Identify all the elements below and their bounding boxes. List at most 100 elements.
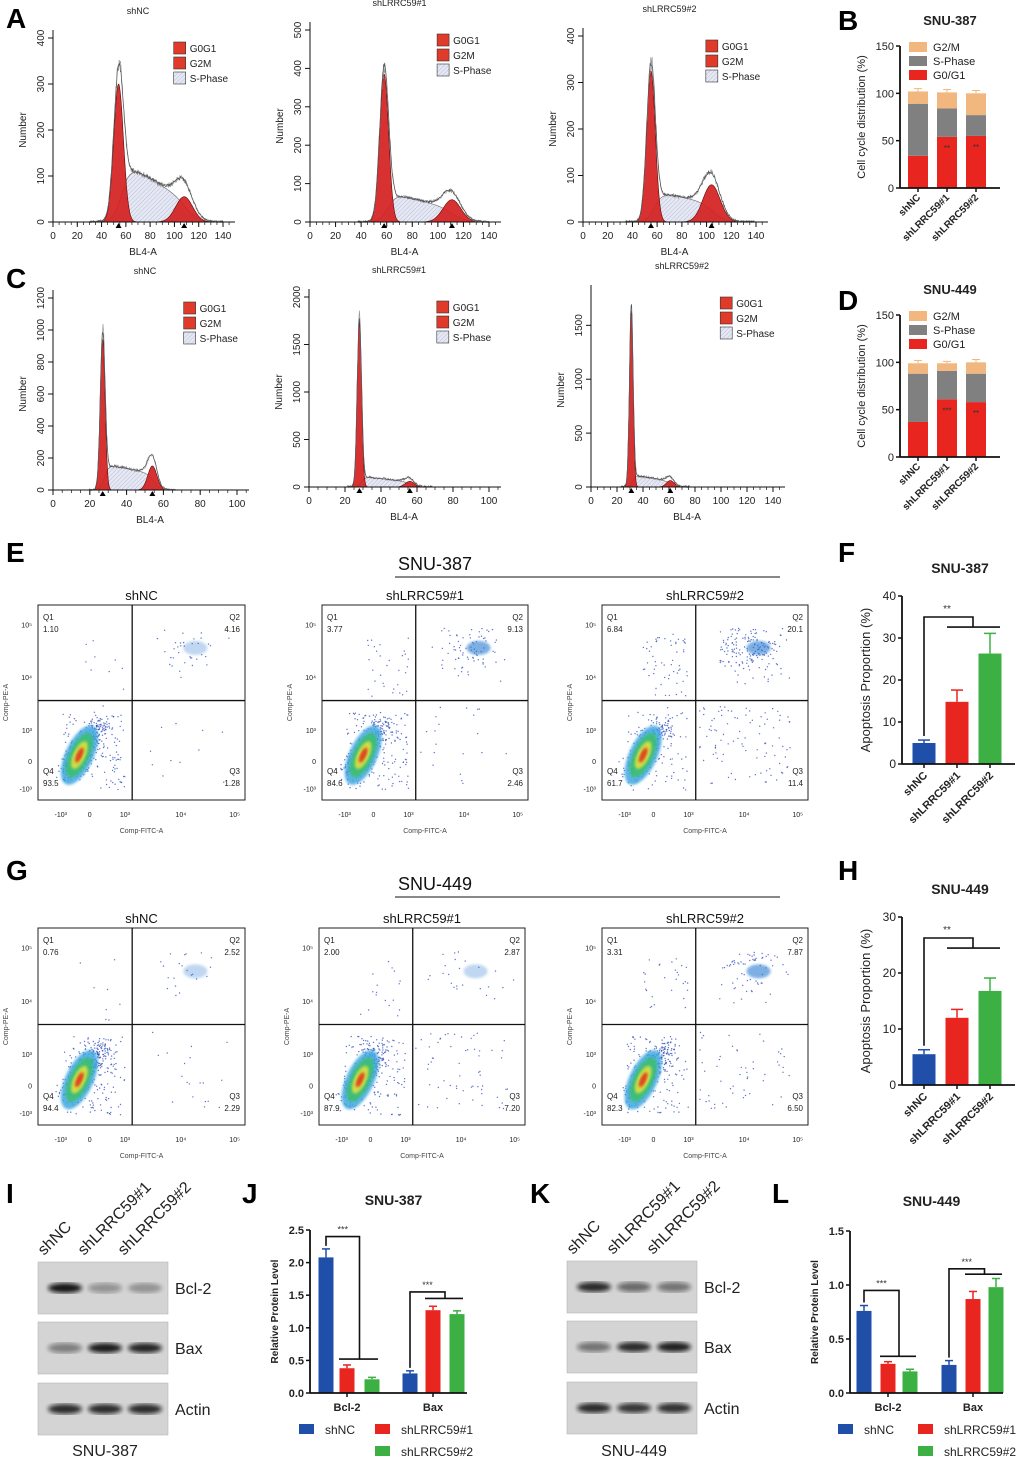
event-dot [443, 1080, 445, 1082]
event-dot [383, 732, 385, 735]
event-dot [100, 723, 102, 725]
event-dot [687, 1106, 689, 1108]
event-dot [630, 1042, 632, 1045]
x-tick-label: 60 [652, 231, 664, 242]
event-dot [494, 970, 497, 972]
event-dot [179, 761, 181, 763]
event-dot [627, 731, 630, 733]
event-dot [458, 647, 461, 649]
event-dot [92, 1040, 95, 1043]
y-tick-label: 10³ [586, 1052, 597, 1059]
event-dot [107, 1039, 110, 1041]
event-dot [505, 1088, 507, 1091]
event-dot [670, 745, 672, 747]
event-dot [400, 733, 403, 735]
y-tick-label: 10⁴ [21, 999, 32, 1006]
event-dot [719, 659, 721, 662]
event-dot [755, 980, 757, 982]
event-dot [75, 1113, 77, 1115]
event-dot [181, 965, 183, 967]
event-dot [746, 979, 749, 982]
cell-line-label: SNU-387 [72, 1443, 138, 1460]
event-dot [627, 741, 629, 743]
event-dot [663, 1046, 665, 1049]
event-dot [58, 1092, 61, 1095]
event-dot [381, 1064, 383, 1067]
event-dot [661, 725, 663, 727]
event-dot [456, 635, 458, 637]
event-dot [91, 1106, 94, 1109]
event-dot [681, 1074, 683, 1077]
event-dot [649, 713, 651, 716]
quadrant-Q2-value: 4.16 [224, 625, 240, 634]
section-title-G: SNU-449 [398, 874, 472, 894]
event-dot [96, 1044, 99, 1047]
event-dot [117, 716, 119, 718]
event-dot [708, 728, 710, 731]
event-dot [456, 988, 458, 990]
y-tick-label: 0 [309, 1084, 313, 1091]
event-dot [741, 743, 743, 745]
density-contour [463, 964, 488, 979]
event-dot [111, 1072, 113, 1074]
event-dot [757, 983, 759, 985]
event-dot [108, 786, 111, 789]
event-dot [391, 731, 394, 733]
quadrant-Q1-value: 3.77 [327, 625, 343, 634]
event-dot [96, 1047, 98, 1049]
event-dot [114, 783, 116, 785]
event-dot [107, 1097, 110, 1100]
event-dot [384, 788, 387, 790]
event-dot [104, 733, 107, 735]
event-dot [664, 731, 666, 733]
event-dot [404, 1059, 406, 1061]
event-dot [769, 768, 771, 770]
event-dot [756, 757, 758, 759]
event-dot [653, 1048, 656, 1050]
event-dot [118, 778, 120, 781]
legend-label: S-Phase [200, 334, 239, 345]
y-tick-label: 10⁴ [585, 675, 596, 682]
event-dot [671, 725, 673, 727]
legend-swatch [719, 311, 733, 325]
band-Bax-shNC [577, 1342, 611, 1352]
event-dot [368, 1042, 371, 1045]
event-dot [90, 669, 92, 671]
event-dot [90, 722, 93, 724]
x-tick-label: 40 [627, 231, 639, 242]
y-tick-label: 0 [292, 484, 303, 490]
event-dot [676, 714, 678, 717]
event-dot [663, 1051, 666, 1053]
event-dot [122, 775, 125, 778]
event-dot [94, 1084, 96, 1086]
peak-marker-icon [647, 223, 654, 228]
event-dot [729, 1088, 732, 1090]
event-dot [721, 760, 723, 762]
event-dot [376, 1045, 379, 1047]
event-dot [432, 764, 434, 766]
event-dot [377, 1091, 379, 1094]
event-dot [401, 694, 404, 696]
event-dot [447, 1033, 449, 1035]
event-dot [386, 1046, 388, 1048]
event-dot [200, 637, 202, 639]
event-dot [96, 1050, 98, 1053]
quadrant-Q4-name: Q4 [327, 767, 338, 776]
stacked-bar-chart-B: shNC**shLRRC59#1**shLRRC59#2050100150Cel… [856, 13, 1000, 244]
event-dot [189, 656, 191, 658]
event-dot [494, 651, 496, 653]
event-dot [675, 1038, 677, 1040]
event-dot [493, 998, 496, 1000]
event-dot [744, 737, 746, 739]
band-Actin-shLRRC59#2 [128, 1404, 162, 1414]
y-tick-label: 50 [882, 136, 894, 148]
event-dot [334, 768, 337, 770]
bar-G0/G1-shLRRC59#2 [966, 402, 986, 457]
event-dot [383, 1051, 386, 1054]
event-dot [734, 716, 736, 719]
event-dot [644, 981, 646, 983]
event-dot [711, 719, 713, 722]
event-dot [749, 776, 751, 778]
event-dot [774, 754, 776, 757]
event-dot [678, 669, 680, 672]
